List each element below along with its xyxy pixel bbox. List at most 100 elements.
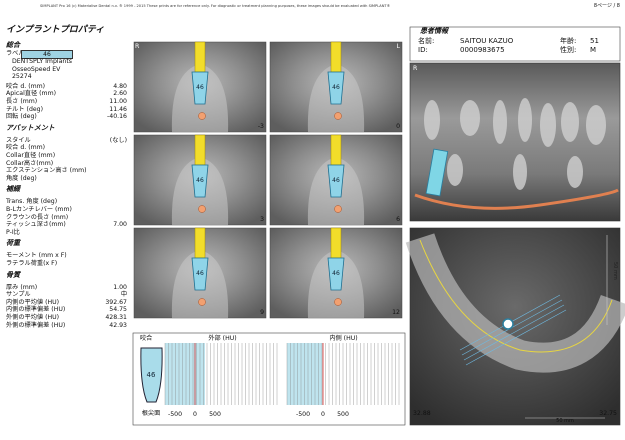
implant [191,164,209,198]
implant [191,71,209,105]
axial-left: 32.88 [413,410,431,417]
field-label: 年齢: [560,37,577,45]
slice-label: -3 [257,123,264,130]
field-value: SAITOU KAZUO [460,37,514,45]
profile-implant-label: 46 [146,371,156,379]
property-label: 外側の標準偏差 (HU) [6,321,66,329]
abutment [330,134,342,166]
nerve [198,298,206,306]
property-value: 392.67 [105,298,127,306]
property-label: 厚み (mm) [6,283,38,291]
property-value: 1.00 [113,283,127,291]
page-number: 8ページ / 8 [593,3,620,9]
field-label: 性別: [560,46,577,54]
profile-tick: 500 [209,411,221,418]
implant-outline [140,347,163,403]
property-value: 中 [120,291,127,299]
profile-tick: 0 [193,411,197,418]
field-value: M [590,46,597,54]
field-value: 51 [590,37,599,45]
product-line: OsseoSpeed EV [12,65,61,73]
implant-label: 46 [196,177,204,184]
property-label: サンプル [6,291,31,299]
slice-label: 0 [396,123,400,130]
slice-label: 3 [260,216,264,223]
header-notice: SIMPLANT Pro 16 (c) Materialise Dental n… [40,4,391,8]
slice-label: 12 [392,309,400,316]
product-line: DENTSPLY Implants [12,58,72,65]
implant-label: 46 [332,270,340,277]
axial-implant [502,318,514,330]
property-value: (なし) [109,136,127,144]
label-box: 46 [21,49,73,59]
patient-box [409,26,621,62]
property-label: 外側の平均値 (HU) [6,314,60,321]
profile-tick: 500 [337,411,349,418]
nerve [334,205,342,213]
section-title: 補綴 [6,185,20,194]
implant [327,257,345,291]
slice-label: 6 [396,216,400,223]
section-title: 骨質 [6,270,20,279]
axial-right: 32.75 [599,410,617,417]
profile-tick: 0 [321,411,325,418]
property-label: モーメント (mm x F) [6,252,67,260]
property-value: 11.00 [109,98,127,105]
property-value: 4.80 [113,82,127,90]
orientation-left: R [135,43,140,50]
property-label: 長さ (mm) [6,98,38,105]
property-value: -40.16 [107,113,127,121]
property-value: 2.60 [113,90,127,98]
property-label: 角度 (deg) [6,174,37,182]
axial-scale-h: 50 mm [556,418,574,424]
field-value: 0000983675 [460,46,505,54]
property-value: 42.93 [109,321,127,329]
orientation-right: L [396,43,400,50]
property-label: 内側の標準偏差 (HU) [6,306,66,314]
property-label: Collar高さ(mm) [6,159,54,167]
profile-fill [165,343,205,405]
profile-tick: -500 [167,411,183,418]
nerve [198,112,206,120]
property-value: 7.00 [113,221,127,229]
jaw [405,233,625,373]
pano-orientation: R [413,65,418,72]
property-label: チルト (deg) [6,105,44,113]
teeth [424,98,606,190]
property-label: 咬合 d. (mm) [6,82,46,90]
property-label: エクステンション高さ (mm) [6,167,87,175]
cross-section-views [133,41,403,319]
field-label: ID: [418,46,428,54]
property-label: ラテラル荷重(x F) [6,260,58,267]
label-name: ラベル [6,50,25,57]
implant-label: 46 [332,84,340,91]
section-title: アバットメント [6,123,55,132]
property-label: 内側の平均値 (HU) [6,298,60,306]
property-label: Collar直径 (mm) [6,152,56,159]
occlusal-label: 咬合 [140,335,153,342]
abutment [330,227,342,259]
property-label: スタイル [6,136,31,144]
implant-label: 46 [332,177,340,184]
nerve [334,298,342,306]
axial-scale-v: 50 mm [612,262,618,280]
property-label: Trans. 角度 (deg) [6,198,58,206]
profile-tick: -500 [295,411,311,418]
section-title: 荷重 [6,239,20,248]
density-profiles [164,343,400,405]
profile-title: 外部 (HU) [208,335,237,342]
property-label: 回転 (deg) [6,113,37,121]
pano-implant [425,148,449,197]
implant [191,257,209,291]
implant [327,71,345,105]
abutment [194,41,206,73]
property-label: ティッシュ深さ(mm) [6,221,66,229]
property-label: P-I比 [6,228,20,236]
nerve-canal [414,188,619,210]
property-label: B-Lカンチレバー (mm) [6,206,72,213]
panel-title: インプラントプロパティ [6,25,105,35]
nerve [334,112,342,120]
abutment [194,134,206,166]
abutment [330,41,342,73]
